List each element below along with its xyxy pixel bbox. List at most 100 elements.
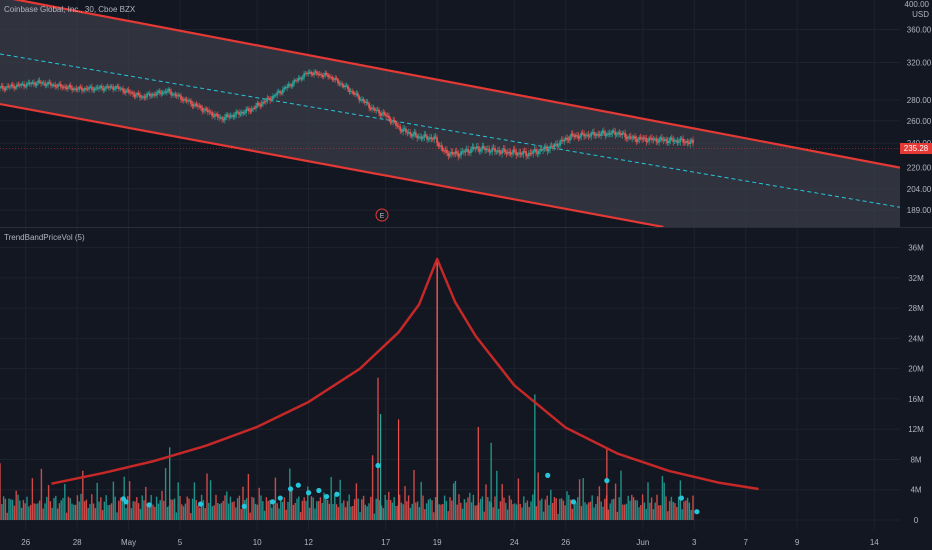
volume-bar <box>182 506 185 520</box>
volume-bar <box>388 491 390 520</box>
volume-bar <box>645 508 647 520</box>
volume-bar <box>343 500 345 520</box>
candle-body <box>24 86 27 88</box>
candle-body <box>429 137 431 140</box>
volume-bar <box>406 501 408 520</box>
candle-body <box>685 141 687 143</box>
candle-body <box>127 89 130 93</box>
trend-band-curve[interactable] <box>51 257 759 491</box>
volume-bar <box>523 496 525 520</box>
current-price-tag: 235.28 <box>900 143 932 154</box>
volume-bar <box>285 509 287 520</box>
volume-bar <box>348 494 350 520</box>
volume-bar <box>407 495 410 520</box>
candle-body <box>687 142 690 145</box>
volume-bar <box>667 511 669 520</box>
volume-peak-bar <box>169 447 171 520</box>
candle-body <box>560 139 563 142</box>
candle-body <box>437 143 440 147</box>
candle-body <box>92 89 95 91</box>
volume-bar <box>584 502 586 520</box>
volume-bar <box>672 501 674 520</box>
candle-body <box>301 77 304 80</box>
candle-body <box>419 136 421 138</box>
volume-bar <box>323 492 325 520</box>
candle-body <box>249 111 252 112</box>
volume-bar <box>668 501 671 520</box>
candle-body <box>154 94 157 96</box>
candle-body <box>554 143 557 145</box>
volume-bar <box>184 503 187 520</box>
candle-body <box>174 93 177 96</box>
candle-body <box>584 135 587 137</box>
volume-bar <box>368 503 370 520</box>
indicator-title: TrendBandPriceVol (5) <box>4 233 85 242</box>
volume-peak-bar <box>490 442 492 520</box>
candle-body <box>266 97 269 101</box>
candle-body <box>156 92 158 96</box>
candle-body <box>662 140 665 141</box>
candle-body <box>168 89 171 92</box>
volume-bar <box>622 504 624 520</box>
volume-bar <box>402 504 404 520</box>
candle-body <box>409 132 412 135</box>
candle-body <box>141 96 144 98</box>
signal-dot <box>323 493 330 500</box>
volume-bar <box>573 499 575 520</box>
volume-bar <box>211 506 214 520</box>
candle-body <box>513 149 516 152</box>
candle-body <box>324 72 327 76</box>
candle-body <box>646 141 649 143</box>
candle-body <box>581 132 584 134</box>
candle-body <box>296 80 298 82</box>
signal-dot <box>678 495 685 501</box>
candle-body <box>93 88 96 91</box>
volume-bar <box>334 495 336 520</box>
candle-body <box>311 74 314 76</box>
volume-tick-label: 36M <box>908 244 924 253</box>
candle-body <box>590 132 593 137</box>
candle-body <box>124 90 127 93</box>
candle-body <box>348 89 351 93</box>
signal-dot <box>316 487 322 494</box>
candle-body <box>361 99 363 101</box>
x-tick-label: 9 <box>795 538 800 547</box>
volume-bar <box>157 503 160 520</box>
candle-body <box>290 85 293 87</box>
indicator-pane[interactable] <box>0 257 759 520</box>
candle-body <box>191 103 194 107</box>
price-tick-label: 360.00 <box>907 26 932 35</box>
volume-bar <box>443 495 446 520</box>
candle-body <box>652 139 655 141</box>
volume-bar <box>656 494 658 520</box>
volume-bar <box>1 504 3 520</box>
candle-body <box>103 88 106 91</box>
volume-tick-label: 16M <box>908 395 924 404</box>
candle-body <box>223 117 226 121</box>
candle-body <box>150 95 153 97</box>
candle-body <box>539 148 542 151</box>
volume-bar <box>145 486 147 520</box>
candle-body <box>40 82 42 84</box>
candle-body <box>72 88 75 91</box>
candle-body <box>212 115 215 117</box>
candle-body <box>256 102 259 106</box>
volume-bar <box>298 496 300 520</box>
candle-body <box>648 137 651 142</box>
candle-body <box>689 141 692 145</box>
volume-bar <box>166 506 169 520</box>
earnings-marker[interactable]: E <box>375 208 389 222</box>
volume-bar <box>58 503 61 520</box>
candle-body <box>341 83 344 86</box>
volume-tick-label: 24M <box>908 334 924 343</box>
channel-upper-line[interactable] <box>0 0 900 169</box>
candle-body <box>192 104 195 107</box>
candle-body <box>9 86 11 88</box>
price-pane[interactable] <box>0 0 900 271</box>
candle-body <box>553 144 556 148</box>
candle-body <box>492 147 495 149</box>
channel-lower-line[interactable] <box>0 102 664 227</box>
candle-body <box>366 101 369 104</box>
volume-bar <box>375 498 377 520</box>
